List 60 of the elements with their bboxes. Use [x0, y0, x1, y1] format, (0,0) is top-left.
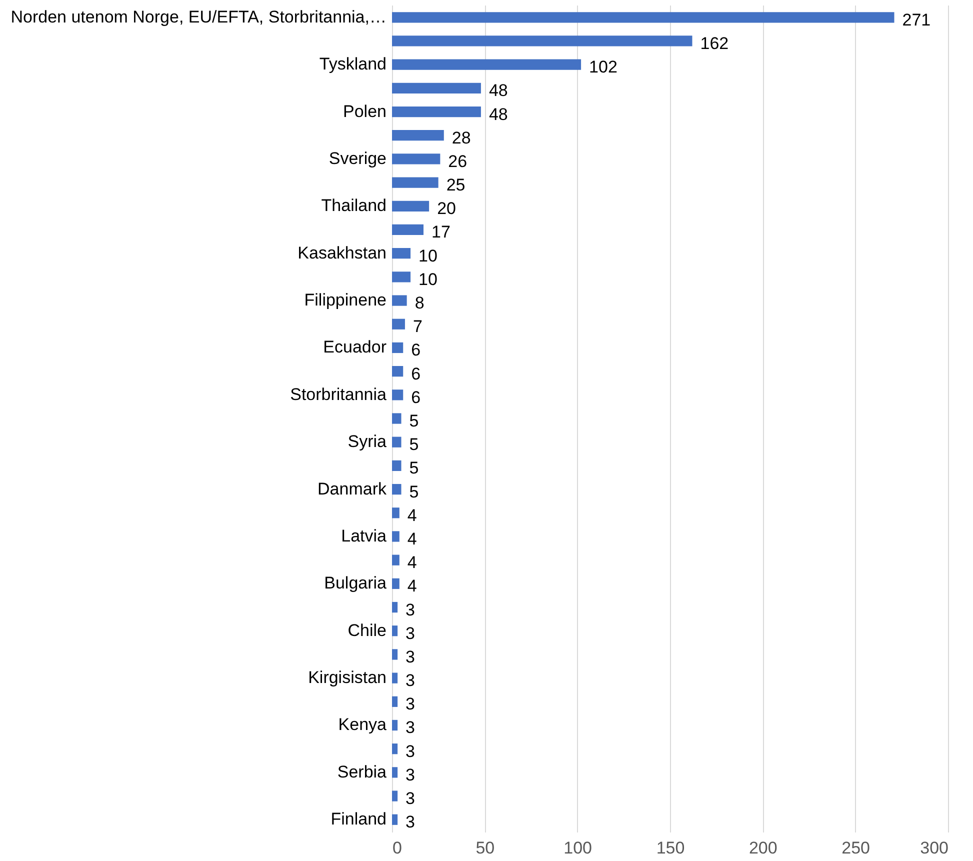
- data-label: 3: [406, 694, 416, 714]
- data-label: 20: [437, 199, 456, 218]
- data-label: 102: [589, 58, 618, 77]
- y-tick-label: Serbia: [337, 762, 388, 782]
- y-tick-label: Kasakhstan: [298, 243, 386, 262]
- data-label: 26: [448, 152, 468, 171]
- x-tick-label: 200: [748, 838, 778, 858]
- y-tick-label: Kirgisistan: [308, 668, 386, 688]
- data-label: 4: [407, 576, 417, 596]
- y-tick-label: Latvia: [341, 526, 388, 546]
- y-tick-label: Filippinene: [304, 290, 386, 310]
- x-tick-label: 0: [392, 838, 402, 858]
- data-label: 5: [409, 482, 419, 502]
- data-label: 4: [407, 529, 417, 548]
- y-tick-label: Finland: [330, 810, 386, 829]
- data-label: 3: [406, 624, 416, 643]
- y-tick-label: Storbritannia: [290, 384, 388, 404]
- x-tick-label: 100: [564, 838, 592, 858]
- data-label: 4: [407, 506, 417, 525]
- y-tick-label: Ecuador: [323, 338, 387, 357]
- data-label: 7: [412, 317, 422, 336]
- y-tick-label: Kenya: [338, 715, 388, 734]
- data-label: 5: [409, 458, 419, 478]
- data-label: 5: [409, 412, 419, 430]
- data-label: 3: [406, 765, 416, 784]
- y-tick-label: Norden utenom Norge, EU/EFTA, Storbritannia,…: [10, 7, 386, 26]
- data-label: 10: [418, 270, 438, 289]
- data-label: 6: [411, 340, 421, 360]
- data-label: 17: [432, 222, 450, 242]
- data-label: 3: [406, 742, 416, 761]
- y-tick-label: Syria: [348, 432, 388, 452]
- y-tick-label: Sverige: [328, 148, 386, 168]
- data-label: 10: [418, 246, 438, 266]
- data-label: 3: [406, 789, 416, 808]
- data-label: 48: [488, 81, 508, 100]
- x-tick-label: 150: [656, 838, 685, 858]
- data-label: 3: [406, 671, 416, 690]
- data-label: 3: [406, 647, 416, 666]
- y-tick-label: Polen: [343, 102, 386, 121]
- x-tick-label: 250: [842, 838, 870, 858]
- data-label: 3: [406, 600, 416, 620]
- data-label: 28: [452, 128, 471, 148]
- y-tick-label: Bulgaria: [324, 574, 388, 593]
- data-label: 3: [406, 812, 416, 832]
- data-label: 3: [406, 718, 416, 738]
- data-label: 6: [411, 388, 421, 407]
- data-label: 4: [407, 553, 417, 572]
- y-tick-label: Chile: [348, 620, 386, 640]
- data-label: 25: [446, 176, 466, 195]
- data-label: 48: [488, 104, 508, 124]
- data-label: 162: [700, 34, 729, 53]
- y-tick-label: Danmark: [318, 479, 387, 498]
- data-label: 271: [902, 10, 931, 30]
- x-tick-label: 50: [476, 838, 495, 858]
- x-tick-label: 300: [920, 838, 948, 858]
- data-label: 8: [414, 294, 424, 313]
- y-tick-label: Tyskland: [319, 54, 386, 74]
- y-tick-label: Thailand: [321, 196, 386, 216]
- data-label: 5: [409, 435, 419, 454]
- data-label: 6: [411, 364, 421, 384]
